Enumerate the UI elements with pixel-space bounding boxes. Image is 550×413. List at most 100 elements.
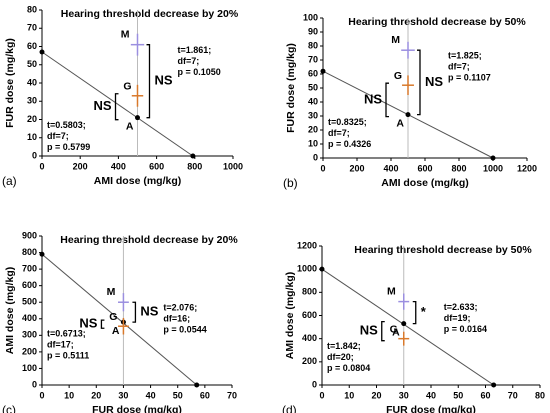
stats-text: p = 0.5799 (47, 142, 90, 152)
y-tick-label: 80 (308, 40, 318, 50)
panel: (c) Hearing threshold decrease by 20% FUR … (2, 230, 238, 413)
stats-text: df=7; (178, 56, 200, 66)
x-tick-label: 50 (173, 390, 183, 400)
bracket (132, 301, 137, 323)
point-label: A (396, 117, 404, 129)
y-tick-label: 1000 (297, 264, 317, 274)
y-tick-label: 60 (308, 68, 318, 78)
panel: (a) Hearing threshold decrease by 20% AMI … (2, 4, 243, 188)
panel-label: (b) (283, 176, 298, 190)
panel-label: (a) (2, 174, 17, 188)
y-axis-label: AMI dose (mg/kg) (4, 267, 16, 355)
y-tick-label: 100 (303, 12, 318, 22)
comparison-symbol: NS (79, 316, 97, 331)
stats-text: t=0.8325; (328, 117, 367, 127)
bracket (381, 320, 385, 342)
x-tick-label: 50 (453, 390, 463, 400)
y-tick-label: 200 (22, 346, 37, 356)
stats-text: t=0.6713; (47, 329, 86, 339)
y-tick-label: 20 (308, 124, 318, 134)
stats-text: p = 0.1107 (448, 73, 491, 83)
bracket (385, 82, 389, 118)
intercept-point (190, 153, 196, 159)
stats-text: df=19; (444, 313, 471, 323)
y-tick-label: 200 (302, 356, 317, 366)
panel-label: (d) (282, 403, 297, 413)
comparison-symbol: * (421, 304, 427, 319)
additivity-line (321, 268, 494, 386)
intercept-point (490, 155, 496, 161)
x-tick-label: 1000 (223, 161, 243, 171)
y-tick-label: 10 (308, 138, 318, 148)
intercept-point (320, 68, 326, 74)
x-tick-label: 0 (39, 390, 44, 400)
point-label: G (394, 70, 402, 82)
x-tick-label: 10 (344, 390, 354, 400)
x-tick-label: 20 (91, 390, 101, 400)
x-axis-label: AMI dose (mg/kg) (94, 175, 182, 187)
point-label: A (126, 120, 134, 132)
x-axis-label: AMI dose (mg/kg) (381, 177, 469, 189)
stats-text: t=1.842; (327, 341, 361, 351)
y-tick-label: 50 (308, 82, 318, 92)
stats-text: p = 0.5111 (47, 351, 89, 361)
y-tick-label: 60 (27, 41, 37, 51)
x-tick-label: 20 (371, 390, 381, 400)
stats-text: p = 0.4326 (328, 139, 371, 149)
y-tick-label: 40 (27, 77, 37, 87)
x-tick-label: 400 (111, 161, 126, 171)
y-tick-label: 0 (32, 379, 37, 389)
stats-text: df=7; (47, 131, 69, 141)
y-axis-label: FUR dose (mg/kg) (285, 43, 297, 133)
stats-text: t=0.5803; (47, 120, 86, 130)
intercept-point (39, 49, 45, 55)
stats-text: df=7; (448, 62, 470, 72)
point-label: A (112, 325, 120, 337)
y-tick-label: 100 (22, 363, 37, 373)
panel: (d) Hearing threshold decrease by 50% FUR … (282, 240, 545, 413)
panel: (b) Hearing threshold decrease by 50% AMI … (283, 12, 537, 190)
x-tick-label: 40 (426, 390, 436, 400)
bracket (100, 319, 105, 329)
y-tick-label: 600 (22, 280, 37, 290)
x-tick-label: 0 (320, 163, 325, 173)
x-tick-label: 200 (73, 161, 88, 171)
bracket (146, 44, 151, 119)
y-tick-label: 500 (22, 297, 37, 307)
y-tick-label: 0 (313, 152, 318, 162)
x-tick-label: 0 (319, 390, 324, 400)
x-tick-label: 1000 (483, 163, 503, 173)
x-tick-label: 70 (227, 390, 237, 400)
y-tick-label: 50 (27, 59, 37, 69)
comparison-symbol: NS (360, 323, 378, 338)
stats-text: df=16; (163, 314, 190, 324)
y-tick-label: 900 (22, 230, 37, 240)
x-axis-label: FUR dose (mg/kg) (386, 404, 476, 413)
x-tick-label: 200 (349, 163, 364, 173)
x-tick-label: 400 (383, 163, 398, 173)
y-tick-label: 700 (22, 263, 37, 273)
point-label: A (392, 326, 400, 338)
y-tick-label: 800 (302, 287, 317, 297)
x-tick-label: 800 (187, 161, 202, 171)
bracket (412, 300, 417, 325)
panel-title: Hearing threshold decrease by 50% (348, 16, 526, 28)
additivity-line (41, 51, 194, 157)
y-tick-label: 400 (22, 313, 37, 323)
x-tick-label: 80 (535, 390, 545, 400)
y-axis-label: AMI dose (mg/kg) (284, 272, 296, 360)
comparison-symbol: NS (425, 74, 443, 89)
comparison-symbol: NS (155, 73, 173, 88)
intercept-point (319, 266, 325, 272)
x-tick-label: 1200 (517, 163, 537, 173)
combination-point (401, 321, 407, 327)
stats-text: df=20; (327, 352, 354, 362)
y-tick-label: 80 (27, 4, 37, 14)
stats-text: t=2.633; (444, 302, 478, 312)
point-label: M (387, 285, 396, 297)
y-tick-label: 40 (308, 96, 318, 106)
y-tick-label: 70 (27, 23, 37, 33)
x-tick-label: 600 (417, 163, 432, 173)
point-label: G (123, 81, 131, 93)
